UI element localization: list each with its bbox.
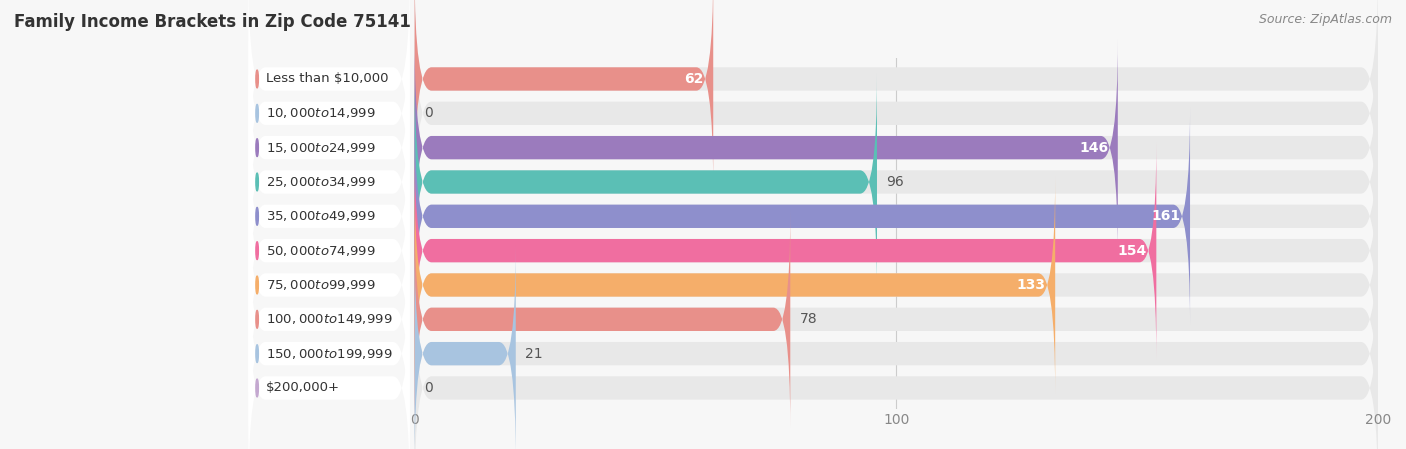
- Circle shape: [256, 276, 259, 294]
- Circle shape: [256, 139, 259, 157]
- Text: 146: 146: [1078, 141, 1108, 154]
- Text: 154: 154: [1118, 244, 1147, 258]
- Text: $50,000 to $74,999: $50,000 to $74,999: [266, 244, 375, 258]
- FancyBboxPatch shape: [249, 74, 409, 291]
- FancyBboxPatch shape: [249, 108, 409, 325]
- Circle shape: [256, 379, 259, 397]
- Circle shape: [256, 207, 259, 225]
- FancyBboxPatch shape: [415, 74, 1378, 291]
- Text: 21: 21: [526, 347, 543, 361]
- Text: 0: 0: [425, 381, 433, 395]
- Circle shape: [256, 105, 259, 122]
- Text: $75,000 to $99,999: $75,000 to $99,999: [266, 278, 375, 292]
- Text: $35,000 to $49,999: $35,000 to $49,999: [266, 209, 375, 223]
- Text: $150,000 to $199,999: $150,000 to $199,999: [266, 347, 392, 361]
- FancyBboxPatch shape: [415, 108, 1378, 325]
- FancyBboxPatch shape: [249, 176, 409, 393]
- FancyBboxPatch shape: [415, 211, 1378, 428]
- Circle shape: [256, 173, 259, 191]
- Circle shape: [256, 242, 259, 260]
- Text: Less than $10,000: Less than $10,000: [266, 72, 388, 85]
- FancyBboxPatch shape: [249, 245, 409, 449]
- Text: $10,000 to $14,999: $10,000 to $14,999: [266, 106, 375, 120]
- Text: $15,000 to $24,999: $15,000 to $24,999: [266, 141, 375, 154]
- Text: $100,000 to $149,999: $100,000 to $149,999: [266, 313, 392, 326]
- FancyBboxPatch shape: [415, 245, 1378, 449]
- FancyBboxPatch shape: [415, 74, 877, 291]
- FancyBboxPatch shape: [415, 0, 1378, 188]
- Text: $25,000 to $34,999: $25,000 to $34,999: [266, 175, 375, 189]
- Text: Source: ZipAtlas.com: Source: ZipAtlas.com: [1258, 13, 1392, 26]
- Text: 96: 96: [887, 175, 904, 189]
- FancyBboxPatch shape: [249, 0, 409, 188]
- Text: 133: 133: [1017, 278, 1046, 292]
- FancyBboxPatch shape: [415, 211, 790, 428]
- FancyBboxPatch shape: [415, 108, 1189, 325]
- FancyBboxPatch shape: [415, 245, 516, 449]
- FancyBboxPatch shape: [249, 279, 409, 449]
- FancyBboxPatch shape: [249, 211, 409, 428]
- Text: $200,000+: $200,000+: [266, 382, 340, 395]
- Text: Family Income Brackets in Zip Code 75141: Family Income Brackets in Zip Code 75141: [14, 13, 411, 31]
- Text: 62: 62: [685, 72, 703, 86]
- Circle shape: [256, 310, 259, 328]
- Text: 78: 78: [800, 313, 817, 326]
- FancyBboxPatch shape: [415, 142, 1378, 359]
- FancyBboxPatch shape: [415, 0, 713, 188]
- Text: 161: 161: [1152, 209, 1181, 223]
- FancyBboxPatch shape: [415, 5, 1378, 222]
- FancyBboxPatch shape: [415, 39, 1118, 256]
- Circle shape: [256, 345, 259, 362]
- FancyBboxPatch shape: [415, 176, 1054, 393]
- Text: 0: 0: [425, 106, 433, 120]
- FancyBboxPatch shape: [415, 279, 1378, 449]
- FancyBboxPatch shape: [249, 142, 409, 359]
- FancyBboxPatch shape: [415, 39, 1378, 256]
- FancyBboxPatch shape: [415, 142, 1156, 359]
- Circle shape: [256, 70, 259, 88]
- FancyBboxPatch shape: [415, 176, 1378, 393]
- FancyBboxPatch shape: [249, 5, 409, 222]
- FancyBboxPatch shape: [249, 39, 409, 256]
